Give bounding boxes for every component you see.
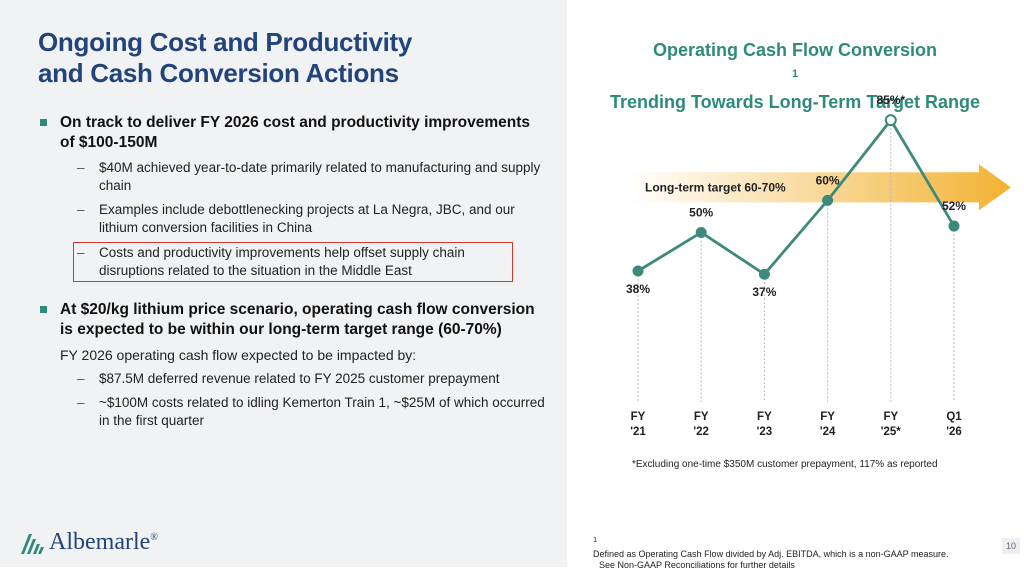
bullet-cash-conversion: At $20/kg lithium price scenario, operat… (38, 300, 548, 340)
data-label: 52% (942, 199, 966, 213)
dash-icon: – (77, 371, 85, 386)
chart-title: Operating Cash Flow Conversion 1 Trending… (585, 38, 1005, 114)
target-range-label: Long-term target 60-70% (645, 180, 786, 194)
chart-title-line2: Trending Towards Long-Term Target Range (609, 92, 981, 112)
category-label: Q1 (946, 411, 962, 423)
category-label: '23 (757, 426, 773, 438)
sub-bullet-kemerton: – ~$100M costs related to idling Kemerto… (38, 394, 548, 430)
sub-bullet-text: $40M achieved year-to-date primarily rel… (99, 160, 541, 193)
target-range-arrow (629, 164, 1011, 211)
category-label: '26 (946, 426, 962, 438)
square-bullet-icon (40, 306, 47, 313)
footnote-text: Defined as Operating Cash Flow divided b… (593, 549, 949, 559)
data-label: 60% (816, 173, 840, 187)
chart-title-footnote-mark: 1 (791, 68, 799, 80)
slide-title-line1: Ongoing Cost and Productivity (38, 27, 413, 57)
sub-bullet-deferred-revenue: – $87.5M deferred revenue related to FY … (38, 370, 548, 388)
data-point (822, 194, 834, 206)
category-label: FY (694, 411, 709, 423)
data-point (948, 220, 960, 232)
category-label: FY (631, 411, 646, 423)
data-point (695, 226, 707, 238)
category-label: FY (757, 411, 772, 423)
albemarle-leaf-icon (21, 533, 44, 554)
footnote: 1 Defined as Operating Cash Flow divided… (593, 534, 949, 571)
data-label: 37% (752, 285, 776, 299)
bullet-cost-productivity: On track to deliver FY 2026 cost and pro… (38, 113, 548, 153)
category-label: FY (820, 411, 835, 423)
registered-mark: ® (150, 532, 158, 543)
data-label: 38% (626, 282, 650, 296)
slide-title: Ongoing Cost and Productivity and Cash C… (38, 27, 412, 89)
data-label: 85%* (876, 93, 905, 107)
data-point (758, 268, 770, 280)
cash-conversion-chart: Long-term target 60-70% 38% 50% 37% 60% 85%* 5… (626, 93, 1011, 438)
slide-title-line2: and Cash Conversion Actions (38, 58, 399, 88)
bullet-text: On track to deliver FY 2026 cost and pro… (60, 114, 531, 151)
series-line (637, 118, 956, 276)
data-point (632, 265, 644, 277)
chart-title-text: Operating Cash Flow Conversion (652, 40, 938, 60)
category-label: '24 (820, 426, 836, 438)
category-label: '21 (630, 426, 646, 438)
highlighted-sub-bullet-middle-east: – Costs and productivity improvements he… (73, 242, 513, 282)
data-label: 50% (689, 205, 713, 219)
logo-wordmark: Albemarle® (49, 529, 158, 556)
bullet-text: At $20/kg lithium price scenario, operat… (60, 301, 535, 338)
dash-icon: – (77, 160, 85, 175)
chart-note: *Excluding one-time $350M customer prepa… (632, 459, 938, 470)
dash-icon: – (77, 395, 85, 410)
sub-bullet-debottlenecking: – Examples include debottlenecking proje… (38, 201, 548, 237)
bullet-list: On track to deliver FY 2026 cost and pro… (38, 113, 548, 430)
square-bullet-icon (40, 119, 47, 126)
sub-bullet-manufacturing: – $40M achieved year-to-date primarily r… (38, 159, 548, 195)
left-panel: Ongoing Cost and Productivity and Cash C… (0, 0, 567, 567)
logo-name: Albemarle (49, 529, 151, 555)
page-number: 10 (1002, 538, 1020, 554)
footnote-line2: See Non-GAAP Reconciliations for further… (599, 560, 795, 570)
sub-bullet-text: Examples include debottlenecking project… (99, 202, 515, 235)
albemarle-logo: Albemarle® (20, 529, 158, 556)
sub-bullet-text: $87.5M deferred revenue related to FY 20… (99, 371, 500, 386)
sub-bullet-text: ~$100M costs related to idling Kemerton … (99, 395, 545, 428)
impact-intro: FY 2026 operating cash flow expected to … (60, 347, 417, 363)
chart-title-line1: Operating Cash Flow Conversion 1 (585, 38, 1005, 90)
footnote-line1: 1 Defined as Operating Cash Flow divided… (593, 534, 949, 560)
dash-icon: – (77, 202, 85, 217)
footnote-mark: 1 (593, 535, 598, 544)
category-label: '22 (693, 426, 709, 438)
dash-icon: – (77, 245, 85, 260)
sub-bullet-text: Costs and productivity improvements help… (99, 245, 465, 278)
category-label: '25* (881, 426, 902, 438)
category-label: FY (883, 411, 898, 423)
data-point (884, 114, 897, 127)
